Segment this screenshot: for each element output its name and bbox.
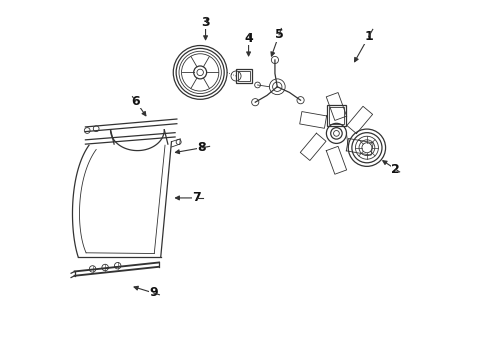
Bar xyxy=(236,69,252,83)
Text: 2: 2 xyxy=(391,163,400,176)
Text: 1: 1 xyxy=(365,30,373,43)
Bar xyxy=(326,105,346,126)
Bar xyxy=(238,71,250,81)
Text: 6: 6 xyxy=(131,95,140,108)
Text: 9: 9 xyxy=(149,287,158,300)
Text: 7: 7 xyxy=(192,192,201,204)
Text: 5: 5 xyxy=(275,28,283,41)
Text: 4: 4 xyxy=(244,32,253,45)
Text: 8: 8 xyxy=(197,141,206,154)
Bar xyxy=(329,107,344,124)
Text: 3: 3 xyxy=(201,16,210,29)
